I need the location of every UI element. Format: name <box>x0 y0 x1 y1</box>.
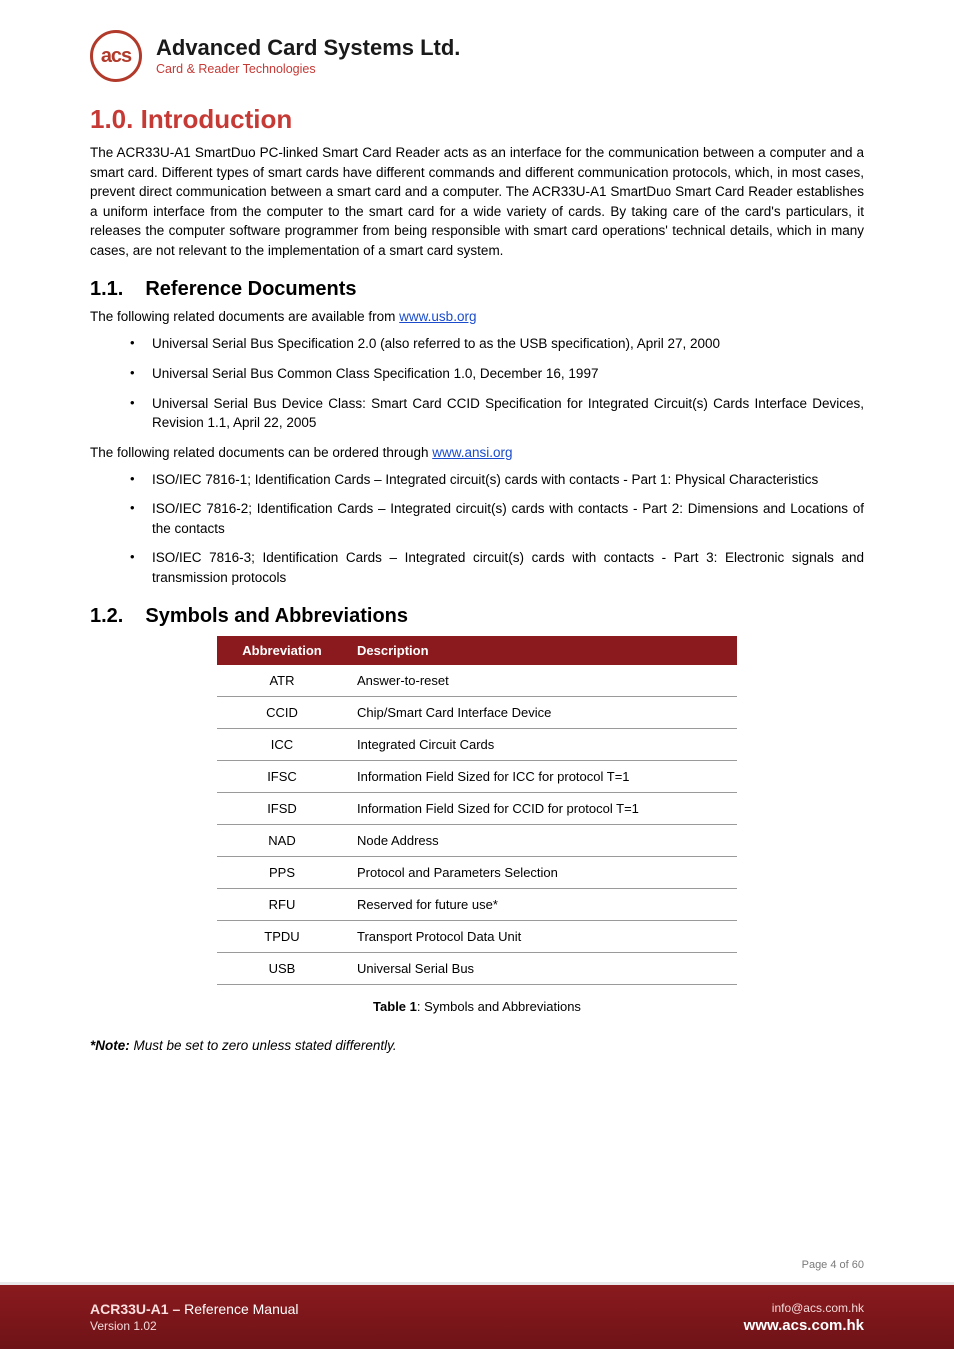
footer-product-name: ACR33U-A1 – <box>90 1301 184 1317</box>
table-row: IFSDInformation Field Sized for CCID for… <box>217 793 737 825</box>
desc-cell: Universal Serial Bus <box>347 953 737 985</box>
desc-cell: Chip/Smart Card Interface Device <box>347 697 737 729</box>
note-label: *Note: <box>90 1038 130 1053</box>
footer-right: info@acs.com.hk www.acs.com.hk <box>744 1301 864 1334</box>
table-row: CCIDChip/Smart Card Interface Device <box>217 697 737 729</box>
list-item: ISO/IEC 7816-2; Identification Cards – I… <box>130 499 864 538</box>
refdocs-intro2-prefix: The following related documents can be o… <box>90 445 432 460</box>
abbrev-cell: TPDU <box>217 921 347 953</box>
intro-paragraph: The ACR33U-A1 SmartDuo PC-linked Smart C… <box>90 143 864 260</box>
subsection-number: 1.1. <box>90 278 123 301</box>
caption-bold: Table 1 <box>373 999 417 1014</box>
abbrev-cell: RFU <box>217 889 347 921</box>
desc-cell: Information Field Sized for ICC for prot… <box>347 761 737 793</box>
footer-site: www.acs.com.hk <box>744 1317 864 1334</box>
refdocs-intro-1: The following related documents are avai… <box>90 309 864 324</box>
table-row: RFUReserved for future use* <box>217 889 737 921</box>
subsection-heading-symbols: 1.2. Symbols and Abbreviations <box>90 605 864 628</box>
col-abbreviation: Abbreviation <box>217 636 347 665</box>
company-header: acs Advanced Card Systems Ltd. Card & Re… <box>90 30 864 82</box>
company-title: Advanced Card Systems Ltd. <box>156 36 460 60</box>
section-heading-introduction: 1.0. Introduction <box>90 104 864 135</box>
table-row: USBUniversal Serial Bus <box>217 953 737 985</box>
col-description: Description <box>347 636 737 665</box>
ansi-org-link[interactable]: www.ansi.org <box>432 445 512 460</box>
abbrev-table-wrap: Abbreviation Description ATRAnswer-to-re… <box>90 636 864 985</box>
list-item: ISO/IEC 7816-1; Identification Cards – I… <box>130 470 864 490</box>
table-row: IFSCInformation Field Sized for ICC for … <box>217 761 737 793</box>
desc-cell: Answer-to-reset <box>347 665 737 697</box>
table-row: ICCIntegrated Circuit Cards <box>217 729 737 761</box>
table-row: NADNode Address <box>217 825 737 857</box>
desc-cell: Transport Protocol Data Unit <box>347 921 737 953</box>
subsection-title: Reference Documents <box>145 278 356 301</box>
footnote: *Note: Must be set to zero unless stated… <box>90 1038 864 1053</box>
table-caption: Table 1: Symbols and Abbreviations <box>90 999 864 1014</box>
subsection-title: Symbols and Abbreviations <box>145 605 408 628</box>
desc-cell: Integrated Circuit Cards <box>347 729 737 761</box>
table-header-row: Abbreviation Description <box>217 636 737 665</box>
subsection-number: 1.2. <box>90 605 123 628</box>
note-text: Must be set to zero unless stated differ… <box>130 1038 397 1053</box>
page: acs Advanced Card Systems Ltd. Card & Re… <box>0 0 954 1349</box>
footer-left: ACR33U-A1 – Reference Manual Version 1.0… <box>90 1301 299 1333</box>
caption-rest: : Symbols and Abbreviations <box>417 999 581 1014</box>
footer-version: Version 1.02 <box>90 1319 299 1333</box>
footer-manual: Reference Manual <box>184 1301 298 1317</box>
abbrev-cell: IFSC <box>217 761 347 793</box>
company-tagline: Card & Reader Technologies <box>156 62 460 76</box>
abbrev-cell: PPS <box>217 857 347 889</box>
abbrev-cell: ICC <box>217 729 347 761</box>
desc-cell: Information Field Sized for CCID for pro… <box>347 793 737 825</box>
refdocs-list-a: Universal Serial Bus Specification 2.0 (… <box>90 334 864 432</box>
list-item: ISO/IEC 7816-3; Identification Cards – I… <box>130 548 864 587</box>
desc-cell: Protocol and Parameters Selection <box>347 857 737 889</box>
abbrev-cell: ATR <box>217 665 347 697</box>
footer-email: info@acs.com.hk <box>744 1301 864 1315</box>
refdocs-intro-prefix: The following related documents are avai… <box>90 309 399 324</box>
abbrev-cell: CCID <box>217 697 347 729</box>
table-row: ATRAnswer-to-reset <box>217 665 737 697</box>
list-item: Universal Serial Bus Device Class: Smart… <box>130 394 864 433</box>
acs-logo-icon: acs <box>90 30 142 82</box>
list-item: Universal Serial Bus Specification 2.0 (… <box>130 334 864 354</box>
content-area: acs Advanced Card Systems Ltd. Card & Re… <box>0 0 954 1053</box>
refdocs-intro-2: The following related documents can be o… <box>90 445 864 460</box>
abbrev-cell: IFSD <box>217 793 347 825</box>
page-footer: ACR33U-A1 – Reference Manual Version 1.0… <box>0 1285 954 1349</box>
abbrev-cell: USB <box>217 953 347 985</box>
subsection-heading-reference-documents: 1.1. Reference Documents <box>90 278 864 301</box>
abbrev-cell: NAD <box>217 825 347 857</box>
desc-cell: Reserved for future use* <box>347 889 737 921</box>
list-item: Universal Serial Bus Common Class Specif… <box>130 364 864 384</box>
refdocs-list-b: ISO/IEC 7816-1; Identification Cards – I… <box>90 470 864 588</box>
logo-text: acs <box>101 45 131 68</box>
abbrev-table: Abbreviation Description ATRAnswer-to-re… <box>217 636 737 985</box>
footer-product: ACR33U-A1 – Reference Manual <box>90 1301 299 1317</box>
company-text-block: Advanced Card Systems Ltd. Card & Reader… <box>156 36 460 76</box>
usb-org-link[interactable]: www.usb.org <box>399 309 476 324</box>
table-row: PPSProtocol and Parameters Selection <box>217 857 737 889</box>
desc-cell: Node Address <box>347 825 737 857</box>
page-number: Page 4 of 60 <box>802 1259 864 1271</box>
table-row: TPDUTransport Protocol Data Unit <box>217 921 737 953</box>
